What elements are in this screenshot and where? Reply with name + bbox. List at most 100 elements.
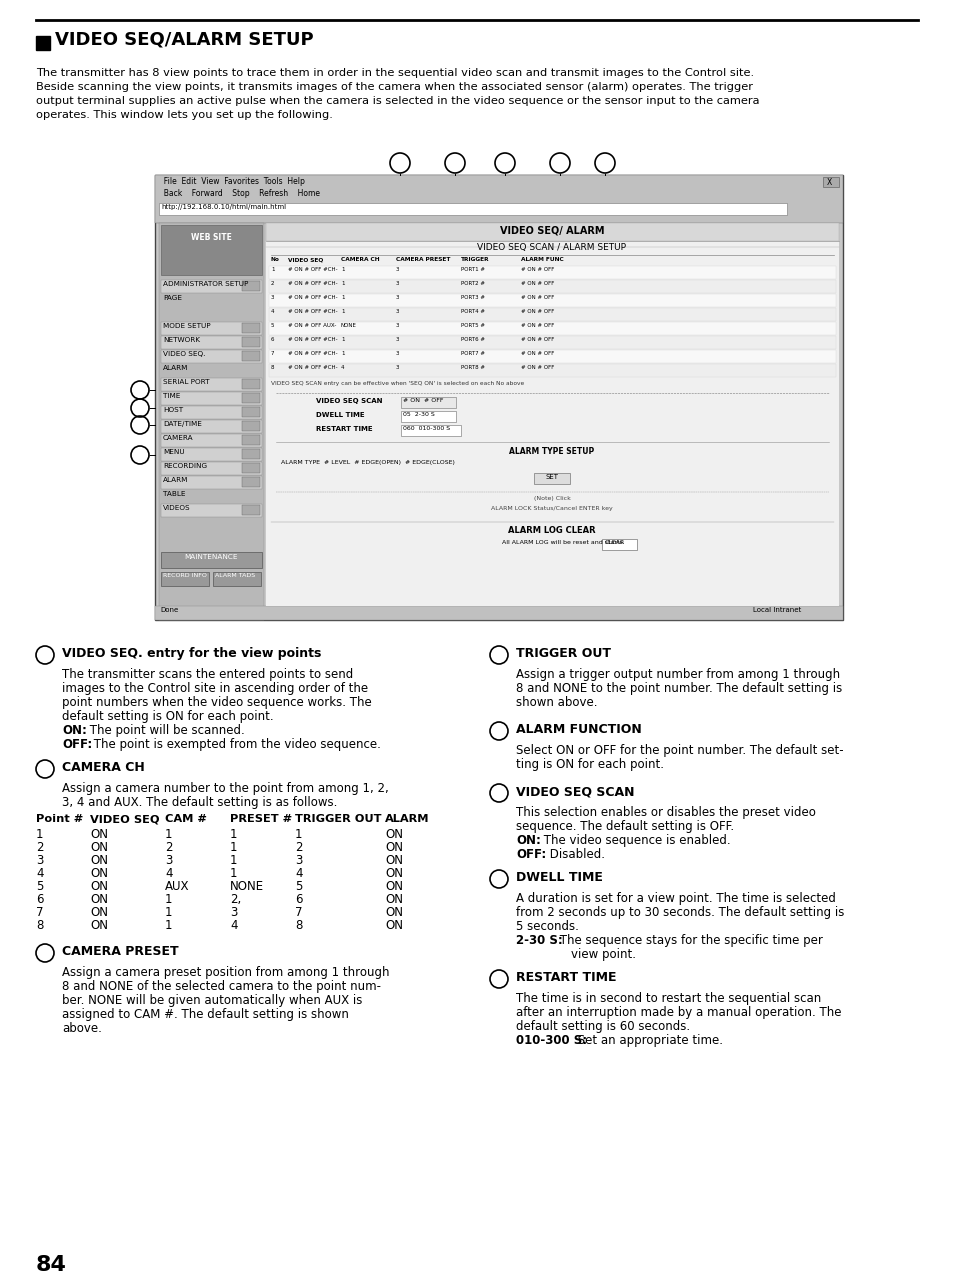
Text: output terminal supplies an active pulse when the camera is selected in the vide: output terminal supplies an active pulse… bbox=[36, 97, 759, 106]
Text: OFF:: OFF: bbox=[516, 848, 546, 860]
Text: 1: 1 bbox=[230, 867, 237, 880]
Text: 4: 4 bbox=[165, 867, 172, 880]
Bar bbox=[242, 379, 260, 389]
Text: 4: 4 bbox=[294, 867, 302, 880]
Bar bbox=[161, 448, 262, 461]
Text: SET: SET bbox=[545, 474, 558, 480]
Circle shape bbox=[444, 153, 464, 173]
Text: ON: ON bbox=[90, 905, 108, 920]
Text: 1: 1 bbox=[340, 295, 344, 300]
Text: PORT4 #: PORT4 # bbox=[460, 309, 484, 314]
Text: NONE: NONE bbox=[230, 880, 264, 893]
Text: 4: 4 bbox=[496, 648, 502, 657]
Circle shape bbox=[490, 723, 507, 741]
Text: 3, 4 and AUX. The default setting is as follows.: 3, 4 and AUX. The default setting is as … bbox=[62, 796, 337, 809]
Text: VIDEOS: VIDEOS bbox=[163, 505, 191, 511]
Circle shape bbox=[36, 944, 54, 962]
Text: assigned to CAM #. The default setting is shown: assigned to CAM #. The default setting i… bbox=[62, 1009, 349, 1021]
Text: WEB SITE: WEB SITE bbox=[191, 233, 232, 242]
Text: ALARM LOCK Status/Cancel ENTER key: ALARM LOCK Status/Cancel ENTER key bbox=[491, 506, 612, 511]
Text: default setting is ON for each point.: default setting is ON for each point. bbox=[62, 710, 274, 723]
Bar bbox=[242, 281, 260, 291]
Text: point numbers when the video sequence works. The: point numbers when the video sequence wo… bbox=[62, 696, 372, 708]
Text: 060  010-300 S: 060 010-300 S bbox=[402, 426, 450, 431]
Text: ALARM FUNCTION: ALARM FUNCTION bbox=[516, 723, 641, 735]
Text: ON: ON bbox=[385, 828, 402, 841]
Text: ON: ON bbox=[385, 893, 402, 905]
Text: PORT8 #: PORT8 # bbox=[460, 365, 484, 370]
Bar bbox=[266, 223, 838, 605]
Text: PORT7 #: PORT7 # bbox=[460, 352, 484, 355]
Bar bbox=[822, 176, 838, 187]
Text: ALARM TYPE SETUP: ALARM TYPE SETUP bbox=[509, 447, 594, 456]
Text: The transmitter has 8 view points to trace them in order in the sequential video: The transmitter has 8 view points to tra… bbox=[36, 68, 753, 79]
Text: 1: 1 bbox=[340, 309, 344, 314]
Text: # ON # OFF: # ON # OFF bbox=[520, 267, 554, 272]
Text: # ON # OFF #CH-: # ON # OFF #CH- bbox=[288, 352, 337, 355]
Text: TIME: TIME bbox=[163, 393, 180, 399]
Text: 7: 7 bbox=[136, 401, 143, 411]
Text: 9: 9 bbox=[136, 447, 143, 457]
Bar bbox=[161, 553, 262, 568]
Text: after an interruption made by a manual operation. The: after an interruption made by a manual o… bbox=[516, 1006, 841, 1019]
Text: CAMERA CH: CAMERA CH bbox=[340, 258, 379, 261]
Bar bbox=[154, 605, 842, 620]
Text: ber. NONE will be given automatically when AUX is: ber. NONE will be given automatically wh… bbox=[62, 994, 362, 1007]
Text: # ON # OFF: # ON # OFF bbox=[520, 295, 554, 300]
Text: ALARM: ALARM bbox=[163, 477, 188, 483]
Text: view point.: view point. bbox=[556, 948, 636, 961]
Bar bbox=[242, 462, 260, 473]
Text: (Note) Click: (Note) Click bbox=[533, 496, 570, 501]
Bar bbox=[161, 350, 262, 363]
Text: TABLE: TABLE bbox=[163, 491, 185, 497]
Text: ON: ON bbox=[385, 867, 402, 880]
Text: 3: 3 bbox=[36, 854, 43, 867]
Text: ON:: ON: bbox=[62, 724, 87, 737]
Bar bbox=[242, 407, 260, 417]
Text: # ON # OFF #CH-: # ON # OFF #CH- bbox=[288, 309, 337, 314]
Circle shape bbox=[36, 647, 54, 665]
Text: 3: 3 bbox=[165, 854, 172, 867]
Text: 3: 3 bbox=[501, 155, 508, 165]
Text: shown above.: shown above. bbox=[516, 696, 597, 708]
Text: VIDEO SEQ: VIDEO SEQ bbox=[288, 258, 323, 261]
Bar bbox=[161, 336, 262, 349]
Text: 3: 3 bbox=[294, 854, 302, 867]
Text: MODE SETUP: MODE SETUP bbox=[163, 323, 211, 328]
Text: # ON # OFF AUX-: # ON # OFF AUX- bbox=[288, 323, 336, 328]
Text: 8: 8 bbox=[136, 417, 143, 428]
Text: 1: 1 bbox=[340, 281, 344, 286]
Bar bbox=[161, 434, 262, 447]
Text: 2: 2 bbox=[451, 155, 457, 165]
Text: ALARM: ALARM bbox=[385, 814, 429, 824]
Text: 84: 84 bbox=[36, 1255, 67, 1275]
Circle shape bbox=[595, 153, 615, 173]
Text: HOST: HOST bbox=[163, 407, 183, 413]
Text: 6: 6 bbox=[36, 893, 44, 905]
Text: ON: ON bbox=[385, 920, 402, 933]
Text: ON: ON bbox=[90, 854, 108, 867]
Text: X: X bbox=[825, 178, 831, 187]
Text: 3: 3 bbox=[395, 295, 399, 300]
Circle shape bbox=[36, 760, 54, 778]
Text: ON: ON bbox=[385, 854, 402, 867]
Text: 4: 4 bbox=[340, 365, 344, 370]
Text: 6: 6 bbox=[294, 893, 302, 905]
Text: AUX: AUX bbox=[165, 880, 190, 893]
Bar bbox=[161, 572, 209, 586]
Text: Disabled.: Disabled. bbox=[545, 848, 604, 860]
Text: 8 and NONE of the selected camera to the point num-: 8 and NONE of the selected camera to the… bbox=[62, 980, 380, 993]
Text: No: No bbox=[271, 258, 279, 261]
Text: TRIGGER: TRIGGER bbox=[460, 258, 489, 261]
Bar bbox=[242, 477, 260, 487]
Text: above.: above. bbox=[62, 1021, 102, 1036]
Bar bbox=[161, 504, 262, 516]
Text: VIDEO SEQ SCAN entry can be effective when 'SEQ ON' is selected on each No above: VIDEO SEQ SCAN entry can be effective wh… bbox=[271, 381, 524, 386]
Circle shape bbox=[495, 153, 515, 173]
Text: The point will be scanned.: The point will be scanned. bbox=[86, 724, 245, 737]
Text: PORT1 #: PORT1 # bbox=[460, 267, 484, 272]
Text: CAMERA: CAMERA bbox=[163, 435, 193, 440]
Text: 3: 3 bbox=[395, 365, 399, 370]
Circle shape bbox=[490, 784, 507, 802]
Text: MAINTENANCE: MAINTENANCE bbox=[184, 554, 237, 560]
